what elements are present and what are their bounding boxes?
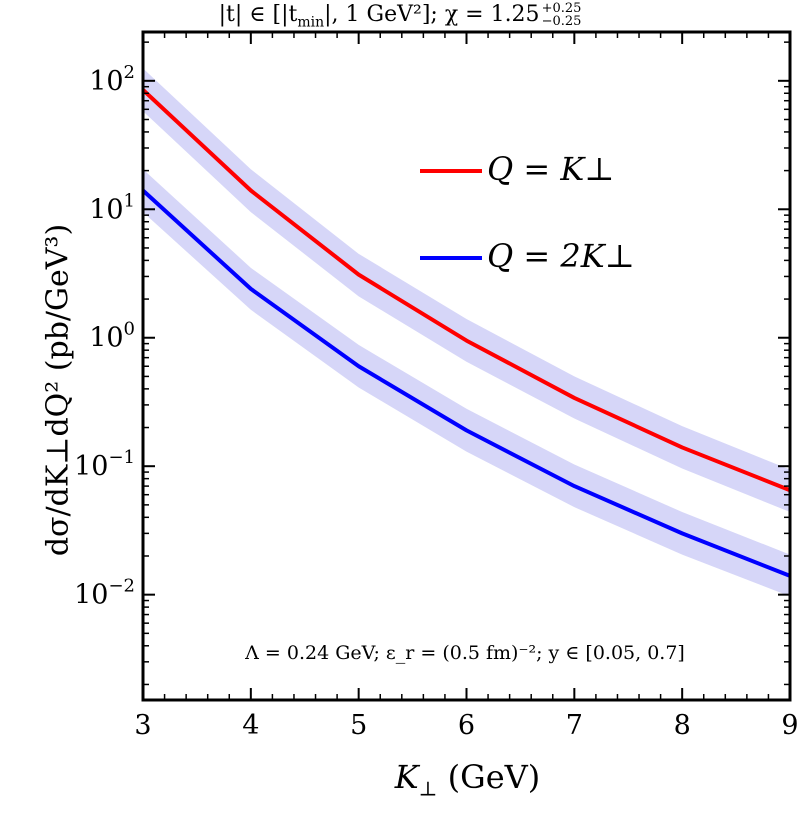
x-axis-var: K xyxy=(394,758,419,796)
uncertainty-band-blue xyxy=(143,169,790,597)
title-sub: min xyxy=(297,14,325,31)
legend-label-red: Q = K⊥ xyxy=(487,150,615,188)
x-tick-label: 3 xyxy=(134,710,151,741)
series-line-red xyxy=(141,88,791,493)
legend-label-blue: Q = 2K⊥ xyxy=(487,237,635,275)
parameter-annotation: Λ = 0.24 GeV; ε_r = (0.5 fm)⁻²; y ∈ [0.0… xyxy=(245,642,685,664)
x-axis-unit: (GeV) xyxy=(437,758,541,796)
plot-frame xyxy=(141,30,792,702)
x-tick-label: 7 xyxy=(566,710,583,741)
x-tick-label: 4 xyxy=(242,710,259,741)
x-tick-label: 9 xyxy=(781,710,798,741)
x-axis-label: K⊥ (GeV) xyxy=(145,758,790,800)
title-rest: |, 1 GeV²]; χ = 1.25 xyxy=(324,2,540,27)
x-tick-label: 8 xyxy=(674,710,691,741)
uncertainty-band-red xyxy=(143,68,790,513)
y-tick-label: 101 xyxy=(89,190,135,225)
y-axis-label: dσ/dK⊥dQ² (pb/GeV³) xyxy=(40,223,76,557)
x-axis-sub: ⊥ xyxy=(418,776,438,801)
title-sup: +0.25 xyxy=(541,1,582,16)
title-main: |t| ∈ [|t xyxy=(218,2,298,27)
title-subscript: −0.25 xyxy=(541,14,582,29)
x-tick-label: 6 xyxy=(458,710,475,741)
y-tick-label: 100 xyxy=(89,319,135,354)
series-line-blue xyxy=(141,189,791,578)
y-tick-label: 102 xyxy=(89,62,135,97)
legend-swatch-red xyxy=(420,169,482,173)
legend-swatch-blue xyxy=(420,256,482,260)
y-tick-label: 10−2 xyxy=(74,576,135,611)
x-tick-label: 5 xyxy=(350,710,367,741)
y-tick-label: 10−1 xyxy=(74,447,135,482)
chart-title: |t| ∈ [|tmin|, 1 GeV²]; χ = 1.25 +0.25 −0.… xyxy=(0,2,800,30)
